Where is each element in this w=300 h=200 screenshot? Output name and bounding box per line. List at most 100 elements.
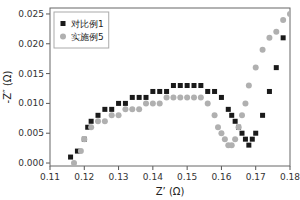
y-tick-label: 0.025 xyxy=(18,9,44,19)
point xyxy=(260,113,265,118)
point xyxy=(246,83,252,89)
x-tick xyxy=(152,166,153,170)
point xyxy=(68,155,73,160)
point xyxy=(71,160,77,166)
point xyxy=(280,17,286,23)
y-tick xyxy=(46,43,50,44)
point xyxy=(116,112,122,118)
chart: 0.110.120.130.140.150.160.170.180.0000.0… xyxy=(0,0,300,200)
x-tick xyxy=(221,166,222,170)
point xyxy=(229,142,235,148)
point xyxy=(242,100,248,106)
point xyxy=(191,94,197,100)
legend-label: 对比例1 xyxy=(71,19,104,29)
legend-box xyxy=(54,12,109,48)
point xyxy=(88,124,94,130)
point xyxy=(96,113,101,118)
point xyxy=(95,118,101,124)
point xyxy=(143,100,149,106)
point xyxy=(192,83,197,88)
point xyxy=(222,136,228,142)
point xyxy=(219,95,224,100)
x-tick xyxy=(50,166,51,170)
point xyxy=(198,94,204,100)
x-tick xyxy=(290,166,291,170)
point xyxy=(239,112,245,118)
point xyxy=(150,100,156,106)
point xyxy=(109,107,114,112)
point xyxy=(273,29,279,35)
x-tick-label: 0.16 xyxy=(211,172,231,182)
point xyxy=(157,100,163,106)
legend-marker xyxy=(60,34,66,40)
x-tick-label: 0.14 xyxy=(143,172,163,182)
point xyxy=(184,94,190,100)
plot-area xyxy=(50,8,290,166)
point xyxy=(281,35,286,40)
y-tick xyxy=(46,133,50,134)
x-tick xyxy=(187,166,188,170)
point xyxy=(233,119,238,124)
point xyxy=(157,89,162,94)
point xyxy=(287,11,290,17)
point xyxy=(102,107,107,112)
point xyxy=(136,106,142,112)
point xyxy=(144,95,149,100)
x-tick-label: 0.17 xyxy=(246,172,266,182)
point xyxy=(236,124,242,130)
point xyxy=(212,89,217,94)
point xyxy=(198,83,203,88)
point xyxy=(232,136,238,142)
point xyxy=(116,101,121,106)
legend: 对比例1 实施例5 xyxy=(54,12,109,48)
point xyxy=(164,89,169,94)
point xyxy=(226,107,231,112)
point xyxy=(102,118,108,124)
x-tick xyxy=(255,166,256,170)
y-axis-label: -Z″ (Ω) xyxy=(2,70,13,103)
point xyxy=(267,89,272,94)
point xyxy=(218,130,224,136)
point xyxy=(185,83,190,88)
y-tick-label: 0.000 xyxy=(18,158,44,168)
point xyxy=(129,106,135,112)
plot-frame xyxy=(50,8,290,166)
point xyxy=(205,89,210,94)
x-tick-label: 0.13 xyxy=(109,172,129,182)
legend-label: 实施例5 xyxy=(71,32,104,42)
point xyxy=(171,83,176,88)
point xyxy=(178,83,183,88)
point xyxy=(215,124,221,130)
point xyxy=(253,131,258,136)
y-tick xyxy=(46,73,50,74)
y-tick xyxy=(46,13,50,14)
point xyxy=(246,143,251,148)
x-axis-label: Z’ (Ω) xyxy=(156,186,185,197)
point xyxy=(250,137,255,142)
point xyxy=(170,94,176,100)
points xyxy=(68,11,290,166)
point xyxy=(150,89,155,94)
point xyxy=(123,101,128,106)
point xyxy=(81,136,87,142)
point xyxy=(122,106,128,112)
y-tick-label: 0.020 xyxy=(18,39,44,49)
point xyxy=(212,112,218,118)
point xyxy=(164,94,170,100)
point xyxy=(240,131,245,136)
x-tick-label: 0.18 xyxy=(280,172,300,182)
x-tick-label: 0.12 xyxy=(74,172,94,182)
point xyxy=(130,95,135,100)
y-tick-label: 0.015 xyxy=(18,69,44,79)
point xyxy=(260,47,266,53)
point xyxy=(243,137,248,142)
point xyxy=(109,112,115,118)
point xyxy=(253,65,259,71)
point xyxy=(82,137,87,142)
point xyxy=(177,94,183,100)
y-tick-label: 0.010 xyxy=(18,98,44,108)
legend-marker xyxy=(61,21,66,26)
point xyxy=(205,100,211,106)
x-tick-label: 0.15 xyxy=(177,172,197,182)
point xyxy=(236,125,241,130)
